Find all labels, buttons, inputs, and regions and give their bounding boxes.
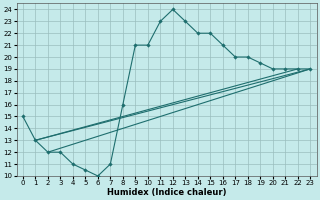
X-axis label: Humidex (Indice chaleur): Humidex (Indice chaleur) <box>107 188 226 197</box>
